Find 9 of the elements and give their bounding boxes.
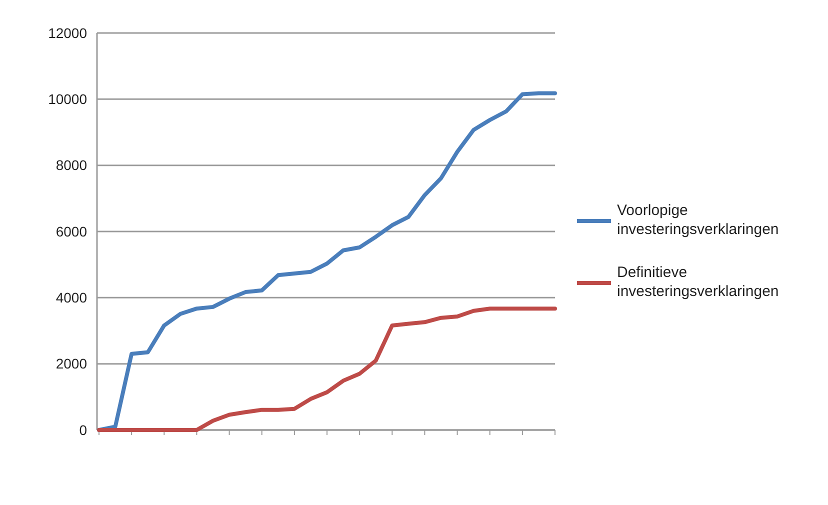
legend-label: Voorlopige investeringsverklaringen [617, 202, 779, 238]
y-tick-label: 10000 [48, 91, 88, 108]
y-tick-label: 6000 [56, 223, 88, 240]
y-tick-label: 4000 [56, 290, 88, 306]
y-tick-label: 2000 [56, 356, 88, 372]
y-tick-label: 8000 [56, 157, 88, 174]
y-tick-label: 12000 [48, 24, 88, 41]
legend-label: Definitieve investeringsverklaringen [617, 264, 779, 300]
y-tick-label: 0 [79, 422, 88, 438]
